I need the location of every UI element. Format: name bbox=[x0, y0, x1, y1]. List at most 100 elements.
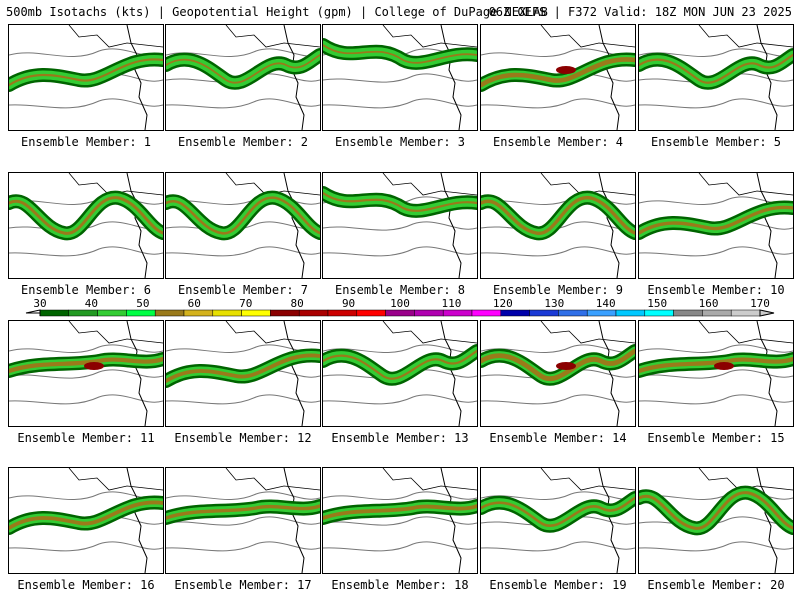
country-border bbox=[68, 25, 163, 48]
height-contour bbox=[9, 369, 163, 379]
colorbar-swatch bbox=[97, 309, 127, 317]
height-contour bbox=[639, 48, 793, 58]
colorbar-swatch bbox=[270, 309, 300, 317]
ensemble-member-label: Ensemble Member: 7 bbox=[177, 283, 309, 297]
isotach-band-core bbox=[323, 44, 477, 64]
map-plot-10 bbox=[639, 173, 793, 278]
header-bar: 500mb Isotachs (kts) | Geopotential Heig… bbox=[0, 0, 800, 22]
colorbar-tick-label: 130 bbox=[544, 297, 564, 310]
colorbar-tick-label: 30 bbox=[33, 297, 46, 310]
height-contour bbox=[639, 394, 793, 405]
map-plot-6 bbox=[9, 173, 163, 278]
height-contour bbox=[639, 344, 793, 354]
isotach-band-core bbox=[323, 191, 477, 212]
map-plot-15 bbox=[639, 321, 793, 426]
height-contour bbox=[639, 369, 793, 379]
coastline bbox=[283, 173, 305, 278]
height-contour bbox=[323, 344, 477, 354]
height-contour bbox=[323, 541, 477, 552]
map-plot-12 bbox=[166, 321, 320, 426]
isotach-band-core bbox=[639, 205, 793, 235]
colorbar-swatch bbox=[241, 309, 271, 317]
isotach-band-core bbox=[639, 356, 793, 374]
isotach-band-core bbox=[166, 504, 320, 520]
map-plot-2 bbox=[166, 25, 320, 130]
map-plot-5 bbox=[639, 25, 793, 130]
country-border bbox=[540, 468, 635, 491]
colorbar-swatch bbox=[442, 309, 473, 317]
map-plot-13 bbox=[323, 321, 477, 426]
height-contour bbox=[481, 221, 635, 231]
colorbar-graphic: 30 40 50 60 70 80 90 100 110 120 130 140 150 160 170 bbox=[25, 297, 775, 317]
coastline bbox=[283, 321, 305, 426]
height-contour bbox=[9, 541, 163, 552]
ensemble-member-label: Ensemble Member: 20 bbox=[647, 578, 785, 592]
product-title: 500mb Isotachs (kts) | Geopotential Heig… bbox=[6, 5, 548, 19]
isotach-band-core bbox=[166, 196, 320, 235]
country-border bbox=[382, 173, 477, 196]
country-border bbox=[225, 173, 320, 196]
colorbar-tick-label: 110 bbox=[441, 297, 461, 310]
colorbar-tick-label: 80 bbox=[291, 297, 304, 310]
height-contour bbox=[166, 491, 320, 501]
country-border bbox=[540, 25, 635, 48]
colorbar-tick-label: 70 bbox=[239, 297, 252, 310]
isotach-band-core bbox=[323, 349, 477, 380]
isotach-band-core bbox=[639, 491, 793, 530]
isotach-band-core bbox=[166, 353, 320, 383]
height-contour bbox=[323, 246, 477, 257]
colorbar-swatch bbox=[529, 309, 559, 317]
ensemble-panel-11 bbox=[8, 320, 164, 427]
ensemble-member-label: Ensemble Member: 2 bbox=[177, 135, 309, 149]
colorbar-tick-label: 60 bbox=[188, 297, 201, 310]
isotach-band-core bbox=[9, 58, 163, 87]
isotach-max bbox=[84, 362, 104, 370]
coastline bbox=[126, 25, 148, 130]
country-border bbox=[698, 25, 793, 48]
coastline bbox=[126, 468, 148, 573]
ensemble-panel-13 bbox=[322, 320, 478, 427]
country-border bbox=[225, 468, 320, 491]
height-contour bbox=[481, 246, 635, 257]
isotach-band-core bbox=[9, 356, 163, 374]
map-plot-18 bbox=[323, 468, 477, 573]
height-contour bbox=[323, 221, 477, 231]
country-border bbox=[382, 468, 477, 491]
map-plot-16 bbox=[9, 468, 163, 573]
ensemble-member-label: Ensemble Member: 9 bbox=[492, 283, 624, 297]
height-contour bbox=[481, 394, 635, 405]
height-contour bbox=[166, 516, 320, 526]
height-contour bbox=[639, 98, 793, 109]
map-plot-4 bbox=[481, 25, 635, 130]
height-contour bbox=[166, 221, 320, 231]
ensemble-member-label: Ensemble Member: 16 bbox=[17, 578, 155, 592]
height-contour bbox=[9, 394, 163, 405]
coastline bbox=[283, 25, 305, 130]
colorbar-swatch bbox=[414, 309, 444, 317]
isotach-band-core bbox=[9, 196, 163, 235]
ensemble-member-label: Ensemble Member: 13 bbox=[331, 431, 469, 445]
height-contour bbox=[9, 98, 163, 109]
map-plot-7 bbox=[166, 173, 320, 278]
isotach-band-core bbox=[481, 348, 635, 381]
coastline bbox=[598, 468, 620, 573]
isotach-colorbar: 30 40 50 60 70 80 90 100 110 120 130 140 150 160 170 bbox=[0, 297, 800, 319]
country-border bbox=[68, 173, 163, 196]
height-contour bbox=[481, 98, 635, 109]
country-border bbox=[225, 321, 320, 344]
height-contour bbox=[481, 491, 635, 501]
colorbar-swatch bbox=[644, 309, 674, 317]
height-contour bbox=[9, 246, 163, 257]
coastline bbox=[756, 173, 778, 278]
ensemble-member-label: Ensemble Member: 18 bbox=[331, 578, 469, 592]
coastline bbox=[126, 321, 148, 426]
map-plot-3 bbox=[323, 25, 477, 130]
ensemble-member-label: Ensemble Member: 1 bbox=[20, 135, 152, 149]
colorbar-tick-label: 140 bbox=[596, 297, 616, 310]
ensemble-member-label: Ensemble Member: 11 bbox=[17, 431, 155, 445]
ensemble-panel-20 bbox=[638, 467, 794, 574]
colorbar-swatch bbox=[615, 309, 646, 317]
colorbar-swatch bbox=[298, 309, 329, 317]
isotach-max bbox=[556, 362, 576, 370]
country-border bbox=[698, 173, 793, 196]
